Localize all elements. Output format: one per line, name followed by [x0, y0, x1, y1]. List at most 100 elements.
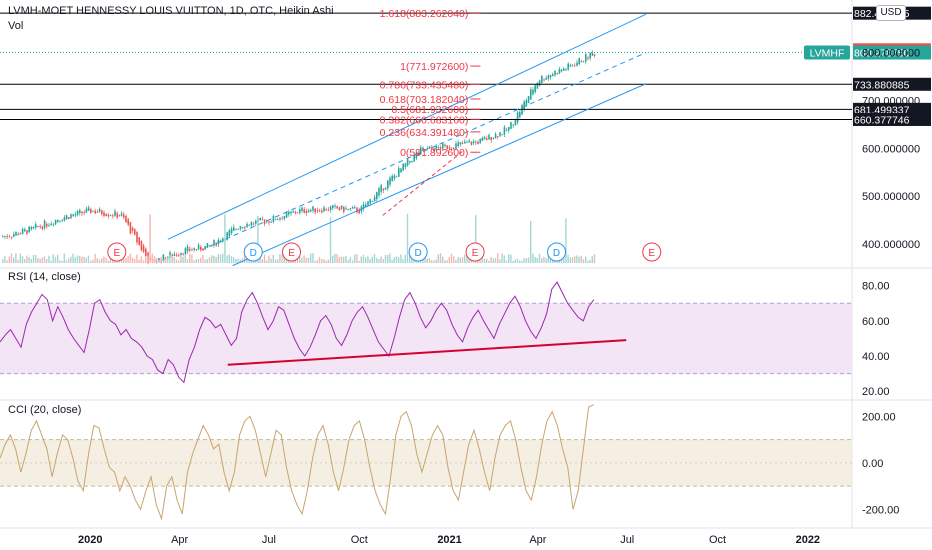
candle-body [387, 180, 389, 189]
candle-body [453, 148, 455, 150]
fib-level-label: 0(591.892600) [400, 147, 468, 159]
candle-body [525, 100, 528, 106]
candle-body [411, 161, 413, 163]
currency-button[interactable]: USD [876, 5, 906, 21]
volume-bar [582, 259, 585, 263]
volume-bar [57, 254, 59, 263]
volume-bar [468, 255, 470, 263]
volume-bar [46, 258, 48, 263]
cci-panel-label: CCI (20, close) [8, 404, 82, 416]
volume-bar [235, 258, 237, 263]
candle-body [72, 214, 74, 217]
volume-bar [391, 259, 393, 263]
volume-bar [54, 257, 57, 263]
candle-body [186, 246, 189, 252]
volume-bar [160, 256, 162, 263]
candle-body [591, 53, 594, 56]
candle-body [235, 228, 237, 230]
candle-body [384, 187, 387, 190]
volume-bar [178, 260, 180, 263]
candle-body [145, 248, 147, 257]
volume-bar [173, 257, 175, 263]
volume-bar [32, 254, 35, 263]
volume-bar [492, 258, 494, 263]
candle-body [39, 226, 41, 228]
candle-body [268, 221, 270, 223]
candle-body [178, 254, 180, 256]
volume-bar [213, 255, 215, 263]
candle-body [202, 248, 204, 251]
volume-bar [442, 256, 444, 263]
event-marker-label: E [648, 248, 655, 259]
candle-body [250, 221, 253, 226]
candle-body [288, 211, 290, 215]
candle-body [13, 234, 15, 237]
time-tick-label: 2020 [78, 534, 102, 546]
volume-bar [398, 257, 400, 263]
candle-body [259, 217, 261, 221]
candle-body [274, 218, 277, 220]
volume-bar [10, 253, 13, 263]
candle-body [402, 163, 404, 171]
candle-body [398, 168, 400, 177]
candle-body [158, 258, 160, 262]
candle-body [21, 228, 24, 234]
channel-lower-line [232, 83, 647, 267]
event-marker-label: D [553, 248, 560, 259]
volume-bar [158, 260, 160, 263]
candle-body [519, 111, 521, 118]
candle-body [367, 201, 369, 206]
candle-body [464, 141, 466, 144]
candle-body [173, 253, 176, 256]
volume-bar [266, 260, 268, 263]
candle-body [428, 146, 431, 149]
volume-bar [219, 254, 222, 263]
rsi-line [0, 281, 595, 384]
volume-bar [208, 257, 211, 263]
candle-body [479, 138, 481, 143]
candle-body [180, 252, 182, 255]
volume-bar [384, 254, 387, 263]
candle-body [314, 208, 316, 213]
volume-bar [574, 256, 576, 263]
candle-body [448, 147, 451, 149]
time-tick-label: Oct [351, 534, 368, 546]
volume-bar [549, 257, 552, 263]
volume-bar [461, 257, 464, 263]
volume-bar [351, 260, 354, 263]
volume-bar [510, 254, 512, 263]
level-label-box [853, 102, 931, 116]
earnings-marker [465, 242, 485, 262]
candle-body [189, 248, 191, 251]
candle-body [340, 205, 343, 209]
candle-body [446, 145, 448, 149]
candle-body [415, 152, 418, 159]
candle-body [244, 227, 246, 229]
volume-bar [41, 257, 43, 263]
candle-body [261, 219, 264, 221]
candle-body [334, 205, 336, 207]
candle-body [228, 230, 231, 236]
volume-bar [532, 253, 534, 263]
candle-body [455, 143, 457, 149]
candle-body [296, 212, 299, 214]
candle-body [35, 224, 37, 228]
volume-bar [15, 253, 17, 263]
candle-body [281, 218, 283, 220]
candle-body [222, 238, 224, 242]
volume-bar [59, 260, 61, 263]
candle-body [4, 235, 6, 237]
volume-bar [200, 257, 202, 263]
candle-body [514, 120, 517, 126]
volume-bar [576, 255, 578, 263]
candle-body [486, 138, 488, 140]
volume-bar [63, 253, 65, 263]
volume-bar [534, 256, 536, 263]
candle-body [422, 147, 424, 151]
volume-bar [259, 254, 261, 263]
candle-body [136, 231, 138, 243]
volume-bar [248, 260, 250, 263]
candle-body [301, 207, 303, 211]
volume-bar [182, 256, 184, 263]
